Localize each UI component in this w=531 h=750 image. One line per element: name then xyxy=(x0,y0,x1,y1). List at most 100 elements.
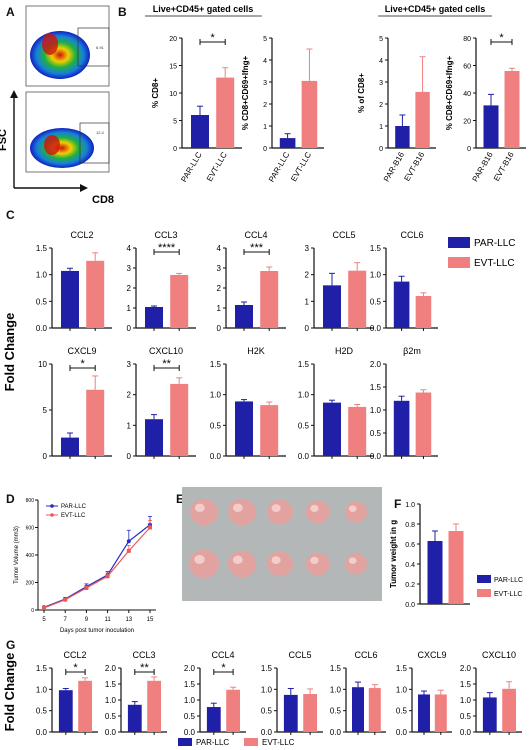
bar xyxy=(504,71,520,148)
y-tick-label: 1.5 xyxy=(298,360,310,369)
y-axis-label: % of CD8+ xyxy=(357,73,366,113)
data-point xyxy=(126,548,131,553)
chart-title: CXCL10 xyxy=(149,346,183,356)
category-label: EVT-LLC xyxy=(205,150,229,183)
tumor-highlight xyxy=(310,504,319,512)
y-tick-label: 0.0 xyxy=(298,452,310,461)
y-tick-label: 3 xyxy=(263,80,267,87)
y-tick-label: 0.5 xyxy=(298,421,310,430)
y-tick-label: 1.0 xyxy=(36,271,48,280)
chart-title: CXCL9 xyxy=(417,650,446,660)
bar xyxy=(145,419,163,456)
significance-marker: **** xyxy=(158,242,176,254)
bar xyxy=(348,406,367,456)
tumor-sample xyxy=(306,552,330,576)
y-tick-label: 0 xyxy=(173,146,177,153)
y-tick-label: 0.0 xyxy=(184,728,196,737)
tumor-sample xyxy=(267,499,293,525)
fsc-arrowhead xyxy=(10,90,18,98)
chart-c-h2d: 0.0 0.5 1.0 1.5 H2D xyxy=(298,346,374,461)
chart-g-ccl3: 0.0 0.5 1.0 1.5 2.0 CCL3 ** xyxy=(105,650,167,737)
y-tick-label: 3 xyxy=(127,264,132,273)
tumor-highlight xyxy=(232,555,243,564)
chart-c-ccl3: 0 1 2 3 4 CCL3 **** xyxy=(127,230,196,333)
chart-title: CCL5 xyxy=(288,650,311,660)
y-tick-label: 4 xyxy=(379,58,383,65)
y-tick-label: 0.0 xyxy=(396,728,408,737)
significance-marker: ** xyxy=(162,358,171,370)
y-tick-label: 1.0 xyxy=(36,685,48,694)
legend-evt-label: EVT-LLC xyxy=(474,258,515,269)
y-tick-label: 1.5 xyxy=(261,664,273,673)
y-tick-label: 0 xyxy=(127,452,132,461)
chart-title: CXCL9 xyxy=(67,346,96,356)
chart-g-ccl6: 0.0 0.5 1.0 1.5 CCL6 xyxy=(330,650,386,737)
y-tick-label: 1 xyxy=(127,304,132,313)
tumor-sample xyxy=(228,550,256,578)
panel-c-legend: PAR-LLC EVT-LLC xyxy=(448,237,516,269)
chart-g-cxcl9: 0.0 0.5 1.0 1.5 CXCL9 xyxy=(396,650,452,737)
data-point xyxy=(42,605,46,610)
cd8-label: CD8 xyxy=(92,194,114,206)
x-tick-label: 13 xyxy=(125,617,132,623)
series-line xyxy=(43,527,151,609)
bar xyxy=(301,80,318,148)
bar xyxy=(260,271,279,328)
y-tick-label: 2.0 xyxy=(105,664,117,673)
chart-title: CCL6 xyxy=(354,650,377,660)
y-tick-label: 5 xyxy=(173,119,177,126)
y-axis-label: Tumor weight in g xyxy=(389,520,398,588)
flow-gate-top xyxy=(77,27,110,67)
y-tick-label: 0.0 xyxy=(370,452,382,461)
series-line xyxy=(43,524,151,608)
y-tick-label: 0.5 xyxy=(370,429,382,438)
y-tick-label: 600 xyxy=(26,526,35,532)
bar xyxy=(395,126,410,148)
legend-marker xyxy=(50,504,54,508)
y-tick-label: 2 xyxy=(217,284,222,293)
bar xyxy=(393,281,410,328)
y-tick-label: 0 xyxy=(467,146,471,153)
category-label: PAR-LLC xyxy=(267,150,292,183)
chart-g-ccl2: 0.0 0.5 1.0 1.5 CCL2 * xyxy=(36,650,98,737)
y-tick-label: 0 xyxy=(43,452,48,461)
legend-label: EVT-LLC xyxy=(61,513,86,519)
y-tick-label: 0.0 xyxy=(370,324,382,333)
y-tick-label: 0.5 xyxy=(36,707,48,716)
y-tick-label: 1.5 xyxy=(36,664,48,673)
bar xyxy=(434,694,447,732)
chart-c-ccl4: 0 1 2 3 4 CCL4 *** xyxy=(217,230,286,333)
bar xyxy=(235,305,253,328)
f-legend-par-label: PAR-LLC xyxy=(494,577,523,584)
bar xyxy=(482,697,497,732)
y-tick-label: 1.0 xyxy=(460,696,472,705)
y-tick-label: 80 xyxy=(463,36,471,43)
tumor-highlight xyxy=(271,504,281,512)
bar xyxy=(323,285,341,328)
bar xyxy=(206,707,221,732)
flow-gate-value-bottom: 12.4 xyxy=(96,130,105,135)
y-tick-label: 0.0 xyxy=(460,728,472,737)
significance-marker: * xyxy=(73,662,78,674)
chart-g-ccl5: 0.0 0.5 1.0 1.5 CCL5 xyxy=(261,650,323,737)
y-tick-label: 0.6 xyxy=(405,542,415,549)
bar xyxy=(147,680,162,732)
y-tick-label: 1.0 xyxy=(370,271,382,280)
significance-marker: * xyxy=(210,32,215,44)
y-tick-label: 0.2 xyxy=(405,582,415,589)
chart-c-ccl6: 0.0 0.5 1.0 1.5 CCL6 xyxy=(370,230,438,333)
significance-marker: * xyxy=(499,32,504,44)
chart-title: CXCL10 xyxy=(482,650,516,660)
y-tick-label: 4 xyxy=(263,58,267,65)
tumor-sample xyxy=(345,553,367,575)
y-tick-label: 1.5 xyxy=(184,680,196,689)
bar xyxy=(483,105,499,148)
y-tick-label: 0.0 xyxy=(36,324,48,333)
tumor-highlight xyxy=(194,555,205,564)
bar xyxy=(368,688,381,732)
bar xyxy=(86,260,105,328)
y-tick-label: 0.5 xyxy=(460,712,472,721)
y-tick-label: 1.5 xyxy=(370,244,382,253)
